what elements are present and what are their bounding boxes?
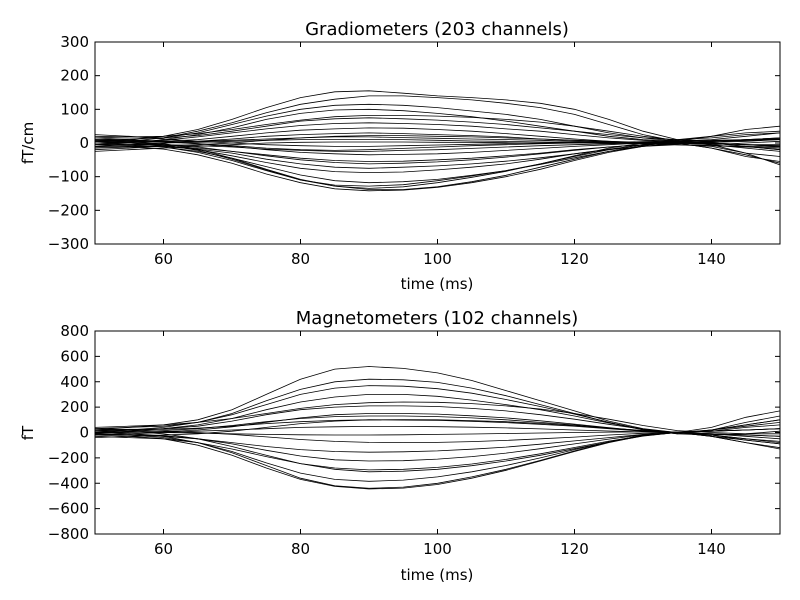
gradiometers-trace <box>94 142 781 192</box>
gradiometers-traces <box>94 90 781 192</box>
magnetometers-y-tick-label: 400 <box>60 373 89 391</box>
gradiometers-trace <box>94 144 781 169</box>
gradiometers-trace <box>94 130 781 189</box>
gradiometers-y-tick-label: 100 <box>60 100 89 118</box>
magnetometers-y-tick-label: 0 <box>79 424 89 442</box>
magnetometers-x-tick-label: 100 <box>423 540 452 558</box>
magnetometers-axes-frame <box>94 330 781 535</box>
magnetometers-y-ticks: −800 −600 −400 −200 0 200 400 600 800 <box>48 322 780 543</box>
gradiometers-y-tick-label: −100 <box>48 168 89 186</box>
gradiometers-plot: Gradiometers (203 channels) 60 80 100 120 14… <box>19 19 781 293</box>
magnetometers-y-tick-label: 800 <box>60 322 89 340</box>
gradiometers-x-tick-label: 120 <box>560 250 589 268</box>
magnetometers-y-tick-label: −200 <box>48 449 89 467</box>
magnetometers-x-tick-label: 140 <box>697 540 726 558</box>
magnetometers-x-tick-label: 60 <box>154 540 173 558</box>
magnetometers-x-ticks: 60 80 100 120 140 <box>154 331 726 558</box>
magnetometers-trace <box>94 432 781 490</box>
magnetometers-trace <box>94 413 781 443</box>
magnetometers-y-tick-label: −800 <box>48 525 89 543</box>
magnetometers-trace <box>94 405 781 433</box>
magnetometers-trace <box>94 401 780 435</box>
magnetometers-y-label: fT <box>19 425 37 440</box>
magnetometers-x-tick-label: 80 <box>291 540 310 558</box>
gradiometers-y-tick-label: 300 <box>60 33 89 51</box>
gradiometers-trace <box>94 103 781 142</box>
gradiometers-x-tick-label: 140 <box>697 250 726 268</box>
gradiometers-x-tick-label: 80 <box>291 250 310 268</box>
magnetometers-trace <box>94 419 781 444</box>
gradiometers-x-tick-label: 60 <box>154 250 173 268</box>
gradiometers-x-tick-label: 100 <box>423 250 452 268</box>
gradiometers-x-ticks: 60 80 100 120 140 <box>154 42 726 268</box>
gradiometers-title: Gradiometers (203 channels) <box>305 19 569 40</box>
magnetometers-title: Magnetometers (102 channels) <box>296 308 579 329</box>
gradiometers-trace <box>94 90 781 142</box>
magnetometers-x-label: time (ms) <box>401 566 474 584</box>
gradiometers-y-tick-label: −200 <box>48 201 89 219</box>
gradiometers-y-label: fT/cm <box>19 122 37 164</box>
gradiometers-y-tick-label: −300 <box>48 235 89 253</box>
magnetometers-plot: Magnetometers (102 channels) 60 80 100 120 1… <box>19 308 781 584</box>
magnetometers-y-tick-label: 600 <box>60 347 89 365</box>
gradiometers-y-ticks: −300 −200 −100 0 100 200 300 <box>48 33 780 253</box>
magnetometers-y-tick-label: −600 <box>48 500 89 518</box>
gradiometers-y-tick-label: 200 <box>60 67 89 85</box>
magnetometers-traces <box>94 366 781 490</box>
gradiometers-trace <box>94 115 780 146</box>
gradiometers-trace <box>94 132 781 151</box>
magnetometers-y-tick-label: −400 <box>48 474 89 492</box>
gradiometers-x-label: time (ms) <box>401 275 474 293</box>
gradiometers-axes-frame <box>94 41 781 245</box>
magnetometers-y-tick-label: 200 <box>60 398 89 416</box>
magnetometers-x-tick-label: 120 <box>560 540 589 558</box>
gradiometers-y-tick-label: 0 <box>79 134 89 152</box>
